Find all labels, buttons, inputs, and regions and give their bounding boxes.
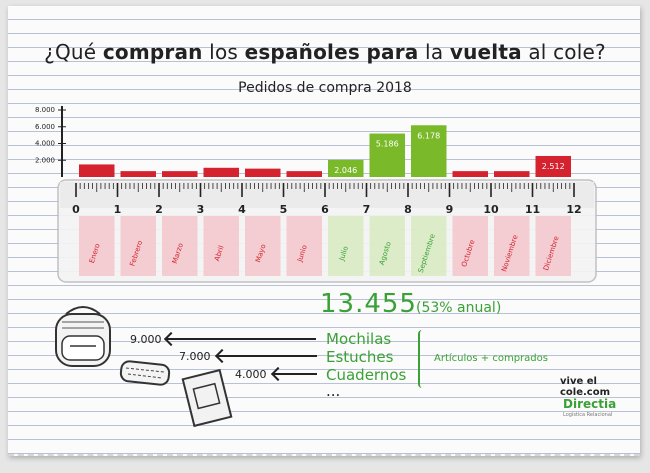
month-panel bbox=[162, 216, 198, 276]
ruler-label: 6 bbox=[321, 203, 329, 216]
page-title: ¿Qué compran los españoles para la vuelt… bbox=[44, 40, 606, 64]
bar-marzo bbox=[162, 171, 198, 177]
ruler-label: 10 bbox=[483, 203, 499, 216]
bar-julio bbox=[328, 159, 364, 177]
bar-febrero bbox=[120, 171, 156, 177]
month-panel bbox=[203, 216, 239, 276]
notebook-icon bbox=[181, 368, 233, 428]
bar-noviembre bbox=[494, 171, 530, 177]
vive-el-cole-logo: vive el cole.com bbox=[560, 376, 611, 398]
chart-title: Pedidos de compra 2018 bbox=[238, 80, 412, 96]
total-orders-note: (53% anual) bbox=[416, 300, 502, 316]
item-label-estuches: Estuches bbox=[326, 348, 394, 366]
y-tick-label: 6.000 bbox=[35, 123, 55, 131]
month-panel bbox=[328, 216, 364, 276]
month-panel bbox=[535, 216, 571, 276]
month-panel bbox=[494, 216, 530, 276]
item-value-mochilas: 9.000 bbox=[130, 333, 162, 346]
ruler-label: 3 bbox=[197, 203, 205, 216]
bar-diciembre bbox=[535, 155, 571, 177]
ruler-label: 2 bbox=[155, 203, 163, 216]
ruler-label: 7 bbox=[363, 203, 371, 216]
ruler-label: 0 bbox=[72, 203, 80, 216]
backpack-icon bbox=[55, 306, 111, 367]
total-orders: 13.455 bbox=[320, 289, 417, 319]
ruler-label: 1 bbox=[114, 203, 122, 216]
ruler-label: 8 bbox=[404, 203, 412, 216]
item-value-cuadernos: 4.000 bbox=[235, 368, 267, 381]
data-label: 2.512 bbox=[542, 162, 565, 171]
items-brace bbox=[418, 330, 426, 388]
arrow-line bbox=[166, 338, 316, 340]
y-tick-label: 8.000 bbox=[35, 106, 55, 114]
data-label: 2.046 bbox=[334, 166, 357, 175]
month-panel bbox=[369, 216, 405, 276]
bar-abril bbox=[203, 167, 239, 177]
bar-enero bbox=[79, 164, 115, 177]
month-panel bbox=[120, 216, 156, 276]
pencil-case-icon bbox=[119, 360, 171, 386]
item-label-more: ... bbox=[326, 382, 341, 400]
bar-agosto bbox=[369, 133, 405, 177]
y-tick-label: 4.000 bbox=[35, 140, 55, 148]
bar-octubre bbox=[452, 171, 488, 177]
item-label-mochilas: Mochilas bbox=[326, 330, 392, 348]
month-panel bbox=[411, 216, 447, 276]
ruler-label: 12 bbox=[566, 203, 581, 216]
directia-logo: Directia bbox=[563, 397, 617, 411]
bar-mayo bbox=[245, 168, 281, 177]
directia-tagline: Logística Relacional bbox=[563, 412, 613, 418]
bar-junio bbox=[286, 171, 322, 177]
ruler-label: 5 bbox=[280, 203, 288, 216]
arrow-line bbox=[217, 355, 317, 357]
ruler-label: 4 bbox=[238, 203, 246, 216]
item-value-estuches: 7.000 bbox=[179, 350, 211, 363]
month-panel bbox=[452, 216, 488, 276]
month-panel bbox=[79, 216, 115, 276]
item-label-cuadernos: Cuadernos bbox=[326, 366, 407, 384]
data-label: 5.186 bbox=[376, 140, 399, 149]
y-tick-label: 2.000 bbox=[35, 156, 55, 164]
brace-note: Artículos + comprados bbox=[434, 353, 548, 364]
month-panel bbox=[286, 216, 322, 276]
ruler-label: 11 bbox=[525, 203, 540, 216]
month-panel bbox=[245, 216, 281, 276]
bar-septiembre bbox=[411, 125, 447, 177]
ruler-scale-band bbox=[60, 182, 594, 208]
data-label: 6.178 bbox=[417, 131, 440, 140]
arrow-line bbox=[273, 373, 317, 375]
ruler-label: 9 bbox=[446, 203, 454, 216]
